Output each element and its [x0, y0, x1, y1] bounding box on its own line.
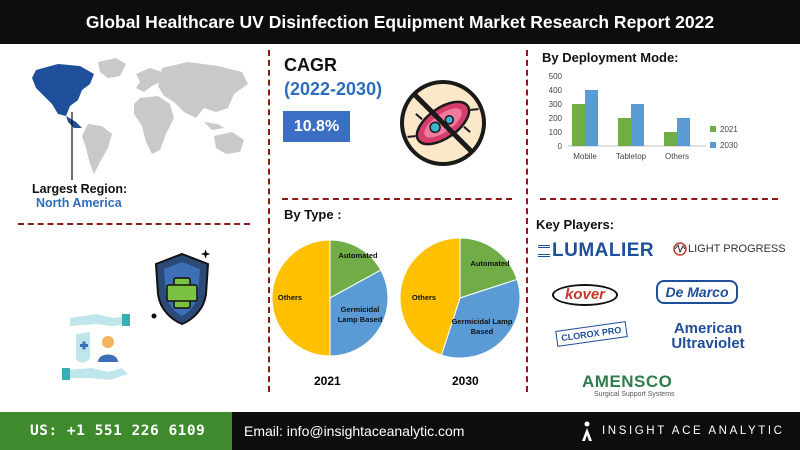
- x-tick-label: Mobile: [573, 152, 597, 161]
- report-title: Global Healthcare UV Disinfection Equipm…: [0, 0, 800, 44]
- pie-slice-label: Lamp Based: [338, 315, 383, 324]
- pie-2021-slice-2: [271, 239, 331, 357]
- american-ultraviolet-logo: American Ultraviolet: [671, 320, 745, 352]
- pie-slice-label: Automated: [470, 259, 510, 268]
- bar-mobile-2030: [585, 90, 598, 146]
- light-progress-logo: LIGHT PROGRESS: [672, 242, 786, 256]
- footer-email[interactable]: Email: info@insightaceanalytic.com: [232, 412, 572, 450]
- clorox-pro-logo: CLOROX PRO: [555, 321, 628, 347]
- y-tick-label: 400: [549, 86, 563, 95]
- no-bacteria-icon: [400, 80, 486, 166]
- amensco-tagline: Surgical Support Systems: [594, 391, 675, 398]
- pie-2030-slice-0: [459, 237, 518, 299]
- divider-cagr: [282, 198, 512, 200]
- pie-slice-label: Others: [412, 293, 436, 302]
- pie-2021-slice-0: [329, 239, 382, 299]
- bar-mobile-2021: [572, 104, 585, 146]
- footer-brand: INSIGHT ACE ANALYTIC: [572, 412, 800, 450]
- world-map: [32, 58, 248, 180]
- pie-2021-year: 2021: [314, 374, 341, 388]
- amensco-logo: AMENSCO: [582, 372, 673, 391]
- de-marco-logo: De Marco: [656, 280, 738, 304]
- pie-slice-label: Others: [278, 293, 302, 302]
- pie-slice-label: Automated: [338, 251, 378, 260]
- pie-2021-slice-1: [329, 269, 389, 357]
- y-tick-label: 100: [549, 128, 563, 137]
- bar-tabletop-2021: [618, 118, 631, 146]
- legend-swatch: [710, 142, 716, 148]
- pie-slice-label: Germicidal Lamp: [452, 317, 513, 326]
- legend-label: 2021: [720, 125, 738, 134]
- pie-slice-label: Based: [471, 327, 494, 336]
- medical-shield-icon: [151, 250, 211, 326]
- y-tick-label: 300: [549, 100, 563, 109]
- deployment-bar-chart: 0 100 200 300 400 500 Mobile Tabletop Others 2021…: [549, 72, 739, 161]
- region-label: Largest Region:: [32, 182, 128, 196]
- cagr-value: 10.8%: [283, 111, 350, 142]
- y-tick-label: 500: [549, 72, 563, 81]
- footer-phone[interactable]: US: +1 551 226 6109: [0, 412, 232, 450]
- lumalier-logo: LUMALIER: [538, 240, 654, 262]
- cagr-title: CAGR: [284, 55, 337, 75]
- brand-logo-icon: [582, 421, 592, 441]
- bar-tabletop-2030: [631, 104, 644, 146]
- divider-right: [526, 50, 528, 392]
- y-tick-label: 200: [549, 114, 563, 123]
- legend-label: 2030: [720, 141, 738, 150]
- y-tick-label: 0: [558, 142, 563, 151]
- kover-logo: kover: [552, 284, 618, 306]
- x-tick-label: Others: [665, 152, 689, 161]
- bar-others-2030: [677, 118, 690, 146]
- divider-region: [18, 223, 250, 225]
- cagr-years: (2022-2030): [284, 79, 383, 99]
- region-value: North America: [36, 196, 122, 210]
- by-type-heading: By Type :: [284, 207, 342, 222]
- key-players-heading: Key Players:: [536, 217, 615, 232]
- pie-2030-slice-1: [440, 278, 521, 359]
- healthcare-hands-icon: [62, 314, 130, 380]
- divider-deployment: [540, 198, 778, 200]
- pie-2030-year: 2030: [452, 374, 479, 388]
- bar-others-2021: [664, 132, 677, 146]
- pie-2030-slice-2: [399, 237, 461, 356]
- pie-slice-label: Germicidal: [341, 305, 380, 314]
- deployment-heading: By Deployment Mode:: [542, 50, 679, 65]
- legend-swatch: [710, 126, 716, 132]
- divider-left: [268, 50, 270, 392]
- x-tick-label: Tabletop: [616, 152, 647, 161]
